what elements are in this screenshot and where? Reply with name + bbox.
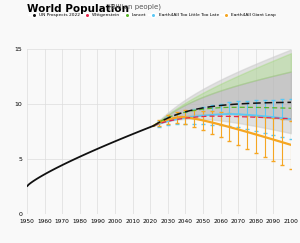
Text: World Population: World Population [27,4,129,14]
Text: (Billion people): (Billion people) [106,4,161,10]
Legend: UN Prospects 2022, Wittgenstein, Lancet, Earth4All Too Little Too Late, Earth4Al: UN Prospects 2022, Wittgenstein, Lancet,… [29,13,276,17]
